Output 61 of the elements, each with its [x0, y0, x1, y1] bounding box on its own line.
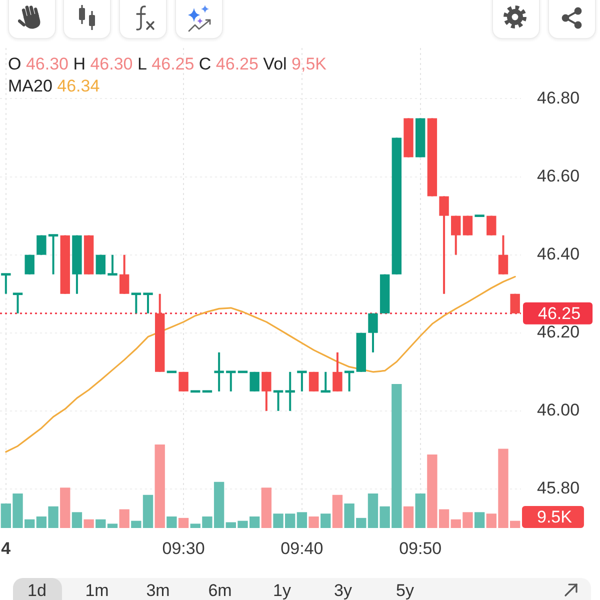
candlestick [214, 352, 224, 392]
annotation: 46.30 [26, 54, 68, 74]
candlestick [285, 372, 295, 411]
bar [178, 518, 189, 528]
candlestick [1, 273, 11, 294]
ref-line-label: 46.25 [538, 304, 581, 324]
candlestick [108, 254, 118, 276]
bar [154, 444, 165, 528]
bar [119, 509, 130, 528]
annotation: 46.34 [57, 76, 100, 96]
bar [296, 512, 308, 528]
text: 1y [273, 581, 291, 600]
y-tick-label: 46.40 [537, 244, 580, 264]
candlestick [131, 292, 142, 314]
y-tick-label: 46.80 [537, 88, 580, 108]
candlestick [320, 372, 330, 393]
y-tick-label: 46.20 [537, 322, 580, 342]
candlestick [273, 390, 284, 411]
annotation: 9,5K [292, 54, 328, 74]
bar [403, 506, 414, 528]
bar [474, 512, 485, 528]
text: 3y [334, 581, 352, 600]
y-tick-label: 45.80 [537, 478, 580, 498]
annotation: C [198, 54, 212, 74]
text: 3m [146, 581, 170, 600]
y-tick-label: 46.60 [537, 166, 580, 186]
annotation: 46.25 [216, 54, 258, 74]
bar [261, 488, 272, 528]
bar [96, 519, 106, 528]
annotation: H [73, 54, 86, 74]
candlestick [12, 292, 23, 314]
text: 1d [28, 581, 46, 600]
y-tick-label: 46.00 [537, 400, 580, 420]
bar [60, 488, 70, 528]
text: 6m [208, 581, 232, 600]
annotation: O [8, 54, 22, 74]
x-tick-label: 4 [1, 538, 12, 558]
x-tick-label: 09:50 [399, 538, 442, 558]
annotation: MA20 [8, 76, 52, 96]
candlestick [143, 292, 153, 314]
text: 9.5K [537, 508, 573, 527]
annotation: L [137, 54, 147, 74]
bar [308, 516, 319, 528]
bar [320, 514, 331, 528]
candlestick [344, 370, 354, 392]
bar [107, 524, 118, 528]
x-tick-label: 09:30 [162, 538, 205, 558]
text: 1m [85, 581, 109, 600]
candlestick [297, 370, 307, 392]
annotation: 46.25 [152, 54, 194, 74]
bar [332, 494, 343, 528]
bar [72, 512, 82, 528]
candlestick [226, 370, 236, 392]
candlestick [48, 234, 58, 274]
annotation: 46.30 [90, 54, 133, 74]
bar [415, 493, 426, 528]
x-tick-label: 09:40 [280, 538, 324, 558]
annotation: Vol [263, 54, 287, 74]
bar [84, 519, 94, 528]
text: 5y [396, 581, 414, 600]
bar [166, 516, 177, 528]
